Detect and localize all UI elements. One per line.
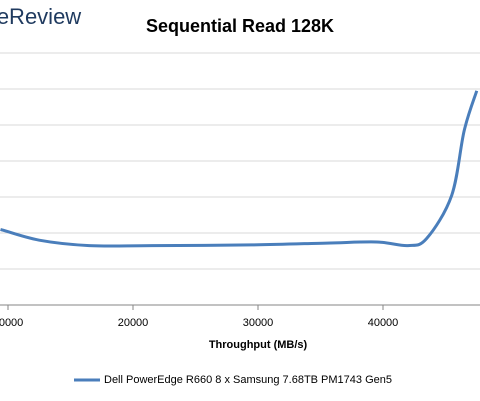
x-tick-label: 20000: [118, 317, 149, 329]
series-line: [0, 90, 479, 248]
x-axis-label: Throughput (MB/s): [209, 339, 308, 351]
x-tick-label: 10000: [0, 317, 23, 329]
brand-logo: StorageReview: [0, 4, 81, 29]
x-tick-label: 40000: [368, 317, 399, 329]
x-tick-label: 30000: [243, 317, 274, 329]
chart-title: Sequential Read 128K: [146, 16, 334, 36]
legend-label: Dell PowerEdge R660 8 x Samsung 7.68TB P…: [104, 374, 392, 386]
